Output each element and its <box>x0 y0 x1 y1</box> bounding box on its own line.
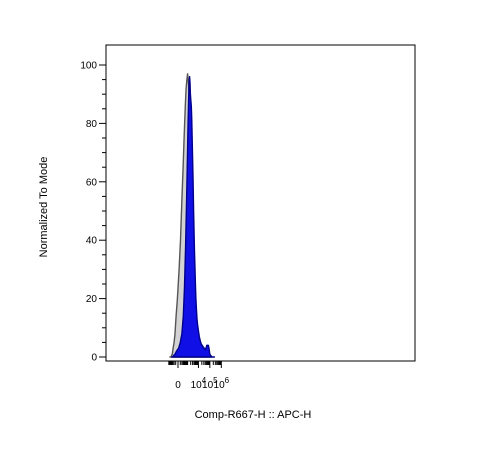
y-tick-label: 60 <box>86 177 98 188</box>
y-tick-label: 100 <box>80 61 97 72</box>
y-tick-label: 20 <box>86 294 98 305</box>
x-axis-label: Comp-R667-H :: APC-H <box>195 409 312 421</box>
y-tick-label: 80 <box>86 119 98 130</box>
plot-frame <box>105 44 416 362</box>
x-tick-label: 105 <box>202 376 218 391</box>
x-tick-label: 104 <box>191 376 207 391</box>
x-tick-label: 0 <box>175 380 181 391</box>
series-layer <box>169 73 216 358</box>
series-1-histogram <box>171 76 216 358</box>
y-tick-label: 0 <box>91 353 97 364</box>
x-tick-label: 106 <box>214 376 230 391</box>
y-axis: 0 20 40 60 80 100 <box>80 61 106 364</box>
y-tick-label: 40 <box>86 236 98 247</box>
y-axis-label: Normalized To Mode <box>38 157 50 258</box>
